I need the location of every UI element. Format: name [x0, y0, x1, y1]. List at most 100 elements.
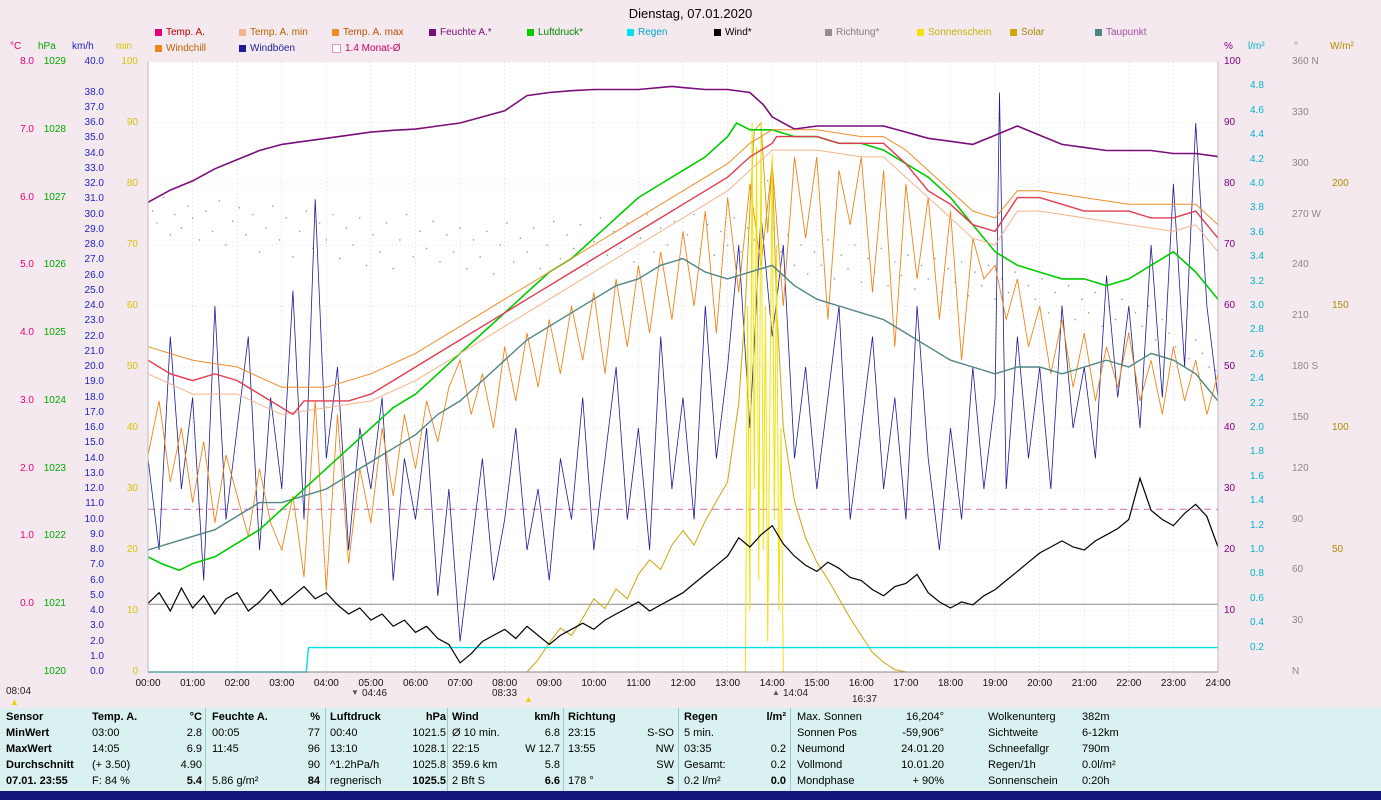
legend-swatch	[155, 45, 162, 52]
series-richtung	[934, 257, 936, 260]
y-axis-tick-deg: 30	[1292, 615, 1304, 627]
series-richtung	[820, 264, 822, 267]
series-richtung	[174, 213, 176, 216]
x-axis-tick: 20:00	[1027, 678, 1053, 689]
stats-cell: 6-12km	[1082, 727, 1119, 739]
y-axis-tick-kmh: 25.0	[84, 284, 104, 296]
series-richtung	[512, 261, 515, 263]
series-richtung	[927, 278, 929, 280]
stats-cell: Ø 10 min.	[452, 727, 500, 739]
y-axis-tick-deg: 240	[1292, 259, 1309, 271]
y-axis-tick-minutes: 50	[126, 361, 138, 372]
series-richtung	[994, 298, 996, 301]
y-axis-tick-kmh: 17.0	[84, 406, 104, 418]
series-richtung	[613, 230, 615, 233]
y-axis-tick-deg: 360 N	[1292, 56, 1319, 67]
y-axis-tick-kmh: 19.0	[84, 376, 104, 388]
x-axis-tick: 08:00	[492, 678, 518, 689]
series-richtung	[1201, 352, 1204, 355]
y-axis-tick-wm2: 150	[1332, 300, 1349, 311]
series-richtung	[305, 210, 308, 212]
stats-separator	[563, 708, 564, 791]
series-richtung	[459, 227, 461, 229]
y-axis-tick-lm2: 0.8	[1250, 568, 1264, 580]
series-solar	[148, 121, 1218, 673]
y-axis-tick-minutes: 90	[126, 117, 138, 128]
axis-unit-label: %	[1224, 41, 1233, 52]
y-axis-tick-hpa: 1024	[43, 394, 66, 406]
series-richtung	[399, 239, 401, 241]
series-richtung	[947, 267, 950, 270]
y-axis-tick-kmh: 35.0	[84, 132, 104, 144]
y-axis-tick-lm2: 4.2	[1250, 153, 1264, 165]
series-richtung	[285, 217, 288, 219]
series-wind	[147, 476, 1219, 664]
down-marker: ▼	[351, 688, 359, 697]
series-richtung	[599, 217, 602, 219]
legend-item-taupunkt: Taupunkt	[1095, 27, 1147, 38]
y-axis-tick-kmh: 40.0	[84, 56, 104, 67]
series-richtung	[900, 274, 903, 277]
stats-cell: 24.01.20	[901, 743, 944, 755]
y-axis-tick-lm2: 2.8	[1250, 324, 1264, 336]
series-richtung	[238, 206, 241, 209]
x-axis-tick: 16:00	[848, 678, 874, 689]
legend-item-temp-a-max: Temp. A. max	[332, 27, 404, 38]
y-axis-tick-pct: 30	[1224, 483, 1236, 494]
series-windboeen	[147, 92, 1219, 642]
y-axis-tick-kmh: 33.0	[84, 162, 104, 174]
stats-cell: 03:00	[92, 727, 120, 739]
series-richtung	[907, 254, 909, 256]
stats-cell: 00:40	[330, 727, 358, 739]
series-richtung	[546, 244, 548, 246]
series-richtung	[713, 254, 715, 256]
y-axis-tick-lm2: 1.6	[1250, 470, 1264, 482]
y-axis-tick-kmh: 2.0	[90, 635, 104, 647]
legend-swatch	[527, 29, 534, 36]
series-richtung	[198, 239, 201, 241]
y-axis-tick-minutes: 20	[126, 544, 138, 555]
legend-label: Regen	[638, 27, 668, 38]
series-richtung	[1067, 284, 1070, 287]
series-richtung	[412, 256, 415, 258]
legend-swatch	[917, 29, 924, 36]
series-richtung	[1101, 325, 1103, 328]
y-axis-tick-deg: 120	[1292, 462, 1309, 474]
y-axis-tick-lm2: 1.0	[1250, 544, 1264, 555]
y-axis-tick-lm2: 2.2	[1250, 397, 1264, 409]
series-richtung	[352, 244, 354, 246]
x-axis-tick: 06:00	[402, 678, 429, 689]
legend-item-wind-: Wind*	[714, 27, 752, 38]
legend-item-feuchte-a-: Feuchte A.*	[429, 27, 492, 38]
series-richtung	[1148, 305, 1150, 307]
series-richtung	[606, 254, 608, 256]
y-axis-tick-deg: N	[1292, 666, 1300, 677]
y-axis-tick-lm2: 3.8	[1250, 202, 1264, 214]
series-richtung	[807, 273, 809, 275]
series-richtung	[840, 254, 843, 256]
series-temp-min	[147, 149, 1219, 415]
sunmoon-time-label: 04:46	[362, 688, 388, 699]
stats-cell: 1025.8	[412, 759, 446, 771]
y-axis-tick-kmh: 6.0	[90, 574, 104, 586]
y-axis-tick-wm2: 100	[1332, 422, 1349, 433]
series-richtung	[980, 284, 983, 287]
x-axis-tick: 19:00	[982, 678, 1008, 689]
x-axis-tick: 10:00	[581, 678, 607, 689]
legend-swatch	[155, 29, 162, 36]
series-richtung	[325, 239, 328, 241]
y-axis-tick-deg: 210	[1292, 310, 1309, 322]
x-axis-tick: 22:00	[1116, 678, 1142, 689]
series-richtung	[653, 251, 655, 253]
stats-cell: 14:05	[92, 743, 120, 755]
y-axis-tick-deg: 300	[1292, 157, 1309, 169]
y-axis-tick-minutes: 80	[126, 178, 138, 189]
y-axis-tick-hpa: 1023	[43, 462, 66, 474]
y-axis-tick-tempC: 2.0	[20, 462, 34, 474]
series-richtung	[278, 239, 281, 241]
stats-cell: 11:45	[212, 743, 239, 755]
sun-marker: ▲	[10, 697, 19, 707]
legend-item-temp-a-: Temp. A.	[155, 27, 205, 38]
series-richtung	[880, 247, 883, 250]
series-richtung	[887, 284, 889, 287]
